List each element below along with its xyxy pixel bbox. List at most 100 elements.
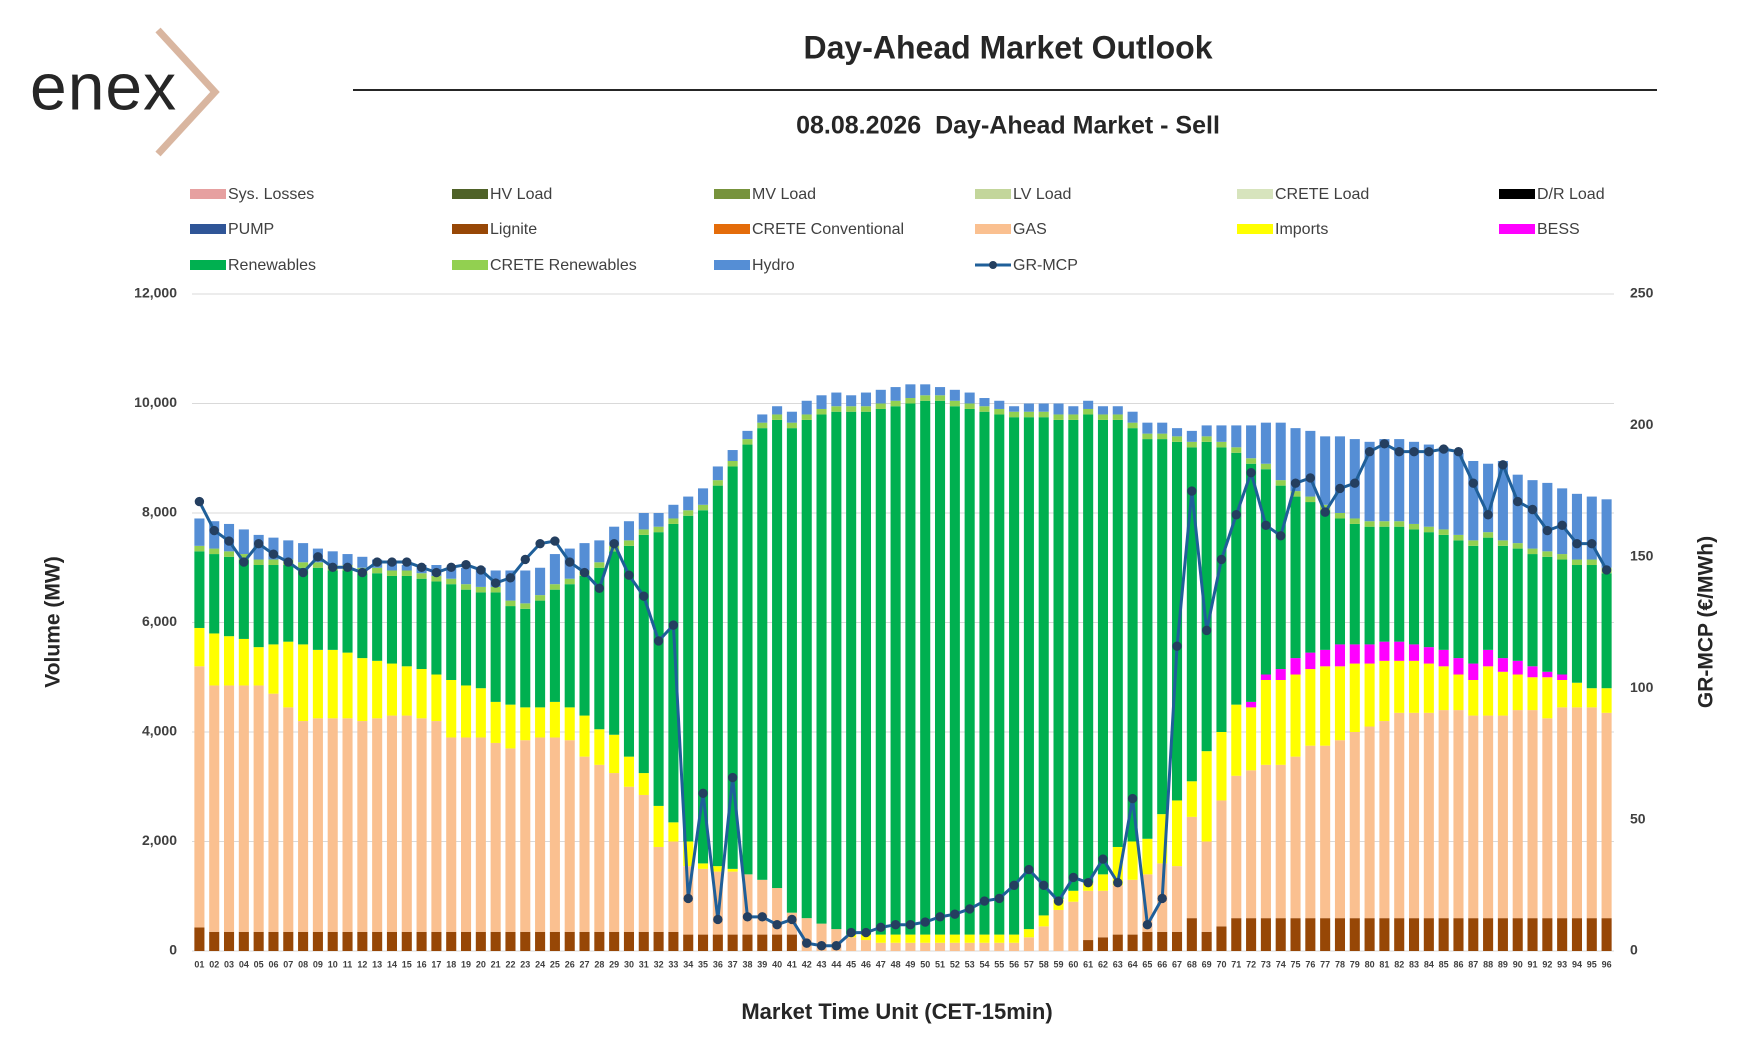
- line-marker: [994, 893, 1004, 904]
- x-tick-label: 32: [654, 959, 664, 969]
- bar-segment: [1394, 712, 1405, 919]
- line-marker: [1409, 446, 1419, 457]
- legend-swatch: [190, 260, 226, 270]
- x-tick-label: 48: [891, 959, 901, 969]
- bar-segment: [283, 641, 294, 708]
- x-tick-label: 13: [372, 959, 382, 969]
- bar-segment: [623, 756, 635, 787]
- bar-segment: [638, 794, 649, 932]
- bar-segment: [1171, 436, 1183, 442]
- line-marker: [520, 554, 530, 565]
- bar-segment: [1246, 463, 1257, 702]
- bar-segment: [1453, 918, 1464, 951]
- bar-segment: [994, 934, 1005, 943]
- bar-segment: [1364, 644, 1375, 664]
- bar-segment: [357, 573, 368, 659]
- bar-segment: [1186, 781, 1197, 817]
- bar-segment: [1068, 419, 1079, 891]
- bar-segment: [1038, 915, 1049, 927]
- x-tick-label: 47: [876, 959, 886, 969]
- bar-segment: [1527, 666, 1538, 678]
- bar-segment: [1142, 838, 1153, 875]
- bar-segment: [253, 931, 264, 951]
- bar-segment: [1557, 918, 1568, 951]
- legend-label: GAS: [1013, 221, 1047, 238]
- x-tick-label: 70: [1216, 959, 1226, 969]
- bar-segment: [1364, 521, 1375, 527]
- x-tick-label: 92: [1542, 959, 1552, 969]
- bar-segment: [475, 567, 486, 587]
- bar-segment: [757, 934, 768, 951]
- bar-segment: [1364, 526, 1375, 645]
- bar-segment: [535, 931, 546, 951]
- bar-segment: [816, 395, 827, 409]
- line-marker: [1187, 486, 1197, 496]
- bar-segment: [253, 685, 264, 932]
- line-marker: [402, 557, 412, 567]
- legend-label: CRETE Renewables: [490, 257, 637, 274]
- bar-segment: [209, 633, 220, 686]
- x-tick-label: 80: [1365, 959, 1375, 969]
- bar-segment: [1097, 419, 1109, 875]
- line-marker: [372, 557, 382, 567]
- line-marker: [283, 557, 293, 567]
- bar-segment: [1201, 931, 1212, 951]
- bar-segment: [1334, 918, 1346, 951]
- bar-segment: [860, 411, 872, 935]
- bar-segment: [1468, 545, 1479, 664]
- bar-segment: [1483, 715, 1494, 919]
- bar-segment: [1231, 775, 1242, 919]
- bar-segment: [994, 414, 1005, 935]
- bar-segment: [1023, 937, 1034, 951]
- bar-segment: [520, 931, 531, 951]
- bar-segment: [1275, 764, 1286, 919]
- bar-segment: [1127, 934, 1138, 951]
- chart-subtitle: 08.08.2026 Day-Ahead Market - Sell: [796, 112, 1220, 140]
- bar-segment: [1157, 931, 1168, 951]
- legend-swatch: [190, 224, 226, 234]
- bar-segment: [1009, 406, 1020, 412]
- x-tick-label: 77: [1320, 959, 1330, 969]
- bar-segment: [1260, 674, 1271, 680]
- bar-segment: [1438, 666, 1449, 711]
- bar-segment: [1438, 710, 1449, 919]
- legend-swatch: [714, 260, 750, 270]
- bar-segment: [1142, 433, 1153, 440]
- x-tick-label: 89: [1498, 959, 1508, 969]
- bar-segment: [312, 562, 323, 568]
- line-marker: [935, 912, 945, 922]
- x-tick-label: 12: [357, 959, 367, 969]
- bar-segment: [697, 504, 709, 511]
- bar-segment: [846, 406, 857, 412]
- bar-segment: [549, 931, 560, 951]
- bar-segment: [520, 608, 531, 708]
- bar-segment: [1527, 918, 1538, 951]
- x-tick-label: 62: [1098, 959, 1108, 969]
- bar-segment: [816, 414, 827, 924]
- bar-segment: [490, 586, 501, 593]
- bar-segment: [238, 685, 249, 932]
- bar-segment: [1275, 918, 1286, 951]
- line-marker: [772, 920, 782, 930]
- bar-segment: [1305, 430, 1316, 497]
- bar-segment: [1512, 543, 1523, 549]
- bar-segment: [253, 559, 264, 566]
- bar-segment: [846, 395, 857, 407]
- bar-segment: [875, 408, 886, 935]
- bar-segment: [623, 931, 635, 951]
- bar-segment: [1571, 918, 1583, 951]
- bar-segment: [772, 888, 783, 935]
- bar-segment: [223, 551, 235, 557]
- bar-segment: [1097, 414, 1109, 420]
- bar-segment: [238, 638, 249, 686]
- bar-segment: [1083, 940, 1094, 951]
- bar-segment: [253, 565, 264, 648]
- bar-segment: [209, 554, 220, 634]
- x-tick-label: 86: [1453, 959, 1463, 969]
- x-tick-label: 35: [698, 959, 708, 969]
- bar-segment: [890, 942, 901, 951]
- bar-segment: [757, 879, 768, 935]
- bar-segment: [1468, 540, 1479, 546]
- bar-segment: [1320, 666, 1331, 746]
- x-tick-label: 82: [1394, 959, 1404, 969]
